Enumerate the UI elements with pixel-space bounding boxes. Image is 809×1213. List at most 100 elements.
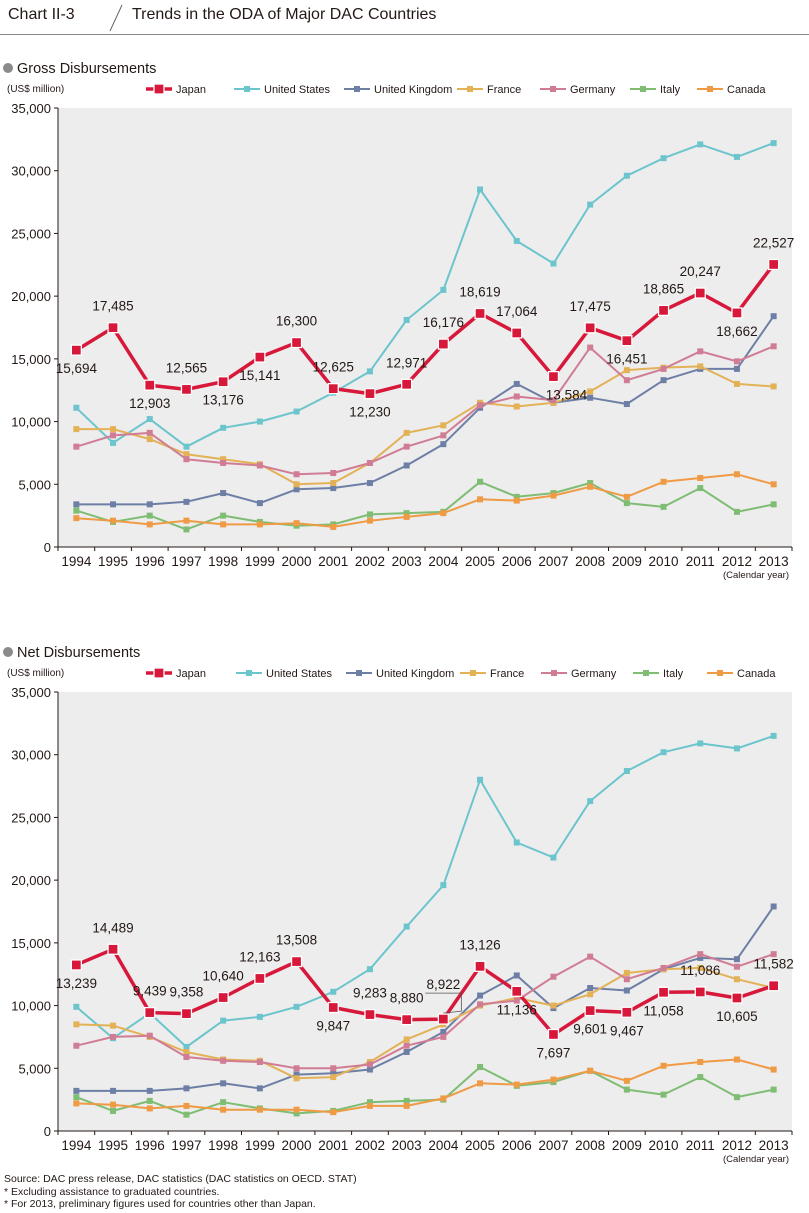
data-point-france	[146, 436, 153, 443]
y-tick-label: 15,000	[11, 936, 51, 951]
section-bullet-icon	[3, 647, 13, 657]
data-point-france	[550, 1002, 557, 1009]
x-tick-label: 1995	[98, 1138, 128, 1153]
data-point-italy	[220, 1099, 227, 1106]
data-point-france	[587, 388, 594, 395]
data-point-japan-core	[367, 391, 373, 397]
data-point-united-states	[660, 749, 667, 756]
data-point-united-states	[183, 443, 190, 450]
data-point-japan-core	[220, 379, 226, 385]
data-label-japan: 11,582	[754, 957, 794, 972]
series-japan	[70, 943, 780, 1041]
data-point-united-states	[146, 416, 153, 423]
data-point-france	[697, 363, 704, 370]
y-tick-label: 15,000	[11, 352, 51, 367]
data-point-germany	[183, 456, 190, 463]
data-point-canada	[293, 1106, 300, 1113]
legend-label: Italy	[660, 84, 681, 96]
data-point-japan-core	[73, 347, 79, 353]
data-point-united-kingdom	[587, 985, 594, 992]
data-point-canada	[366, 1102, 373, 1109]
data-point-united-states	[660, 155, 667, 162]
data-point-united-states	[697, 141, 704, 148]
y-tick-label: 35,000	[11, 685, 51, 700]
legend-item-canada: Canada	[707, 668, 776, 680]
data-point-italy	[623, 500, 630, 507]
data-point-italy	[403, 1097, 410, 1104]
data-point-japan-core	[697, 290, 703, 296]
data-point-united-states	[770, 140, 777, 147]
x-tick-label: 2013	[759, 554, 789, 569]
data-point-united-states	[403, 316, 410, 323]
data-point-germany	[403, 443, 410, 450]
data-point-canada	[146, 521, 153, 528]
data-label-japan: 12,163	[239, 949, 280, 964]
data-point-united-kingdom	[660, 377, 667, 384]
data-point-united-states	[733, 745, 740, 752]
data-point-canada	[440, 510, 447, 517]
data-point-canada	[770, 481, 777, 488]
x-tick-label: 1995	[98, 554, 128, 569]
data-point-united-states	[477, 776, 484, 783]
data-point-united-kingdom	[440, 441, 447, 448]
x-tick-label: 2000	[282, 1138, 312, 1153]
data-point-france	[220, 456, 227, 463]
data-point-germany	[513, 393, 520, 400]
data-point-italy	[293, 1110, 300, 1117]
data-point-germany	[770, 343, 777, 350]
data-label-japan: 18,865	[643, 281, 684, 296]
data-label-japan: 18,662	[716, 324, 757, 339]
legend-label: France	[487, 84, 521, 96]
data-point-united-states	[550, 854, 557, 861]
data-point-germany	[146, 429, 153, 436]
data-point-japan-core	[771, 261, 777, 267]
data-label-japan: 9,847	[316, 1018, 350, 1033]
plot-area	[58, 692, 792, 1131]
x-tick-label: 1996	[135, 1138, 165, 1153]
data-point-germany	[440, 1033, 447, 1040]
data-point-italy	[183, 1111, 190, 1118]
data-point-united-kingdom	[513, 380, 520, 387]
data-label-japan: 15,141	[239, 368, 280, 383]
data-label-japan: 7,697	[537, 1045, 571, 1060]
data-point-united-kingdom	[73, 1087, 80, 1094]
data-point-germany	[660, 365, 667, 372]
data-label-japan: 10,640	[203, 969, 244, 984]
data-point-united-kingdom	[770, 313, 777, 320]
data-point-united-kingdom	[477, 992, 484, 999]
data-point-united-kingdom	[256, 1085, 263, 1092]
data-label-japan: 8,922	[426, 977, 460, 992]
data-point-japan-core	[771, 983, 777, 989]
data-point-canada	[660, 1062, 667, 1069]
data-label-japan: 17,485	[92, 299, 133, 314]
y-tick-label: 20,000	[11, 873, 51, 888]
data-point-canada	[587, 1067, 594, 1074]
data-point-united-states	[256, 1013, 263, 1020]
legend-swatch-marker	[707, 86, 713, 92]
x-tick-label: 2007	[538, 554, 568, 569]
data-point-united-states	[330, 988, 337, 995]
data-label-japan: 10,605	[716, 1009, 757, 1024]
data-label-leader-line	[425, 992, 462, 1014]
legend-item-italy: Italy	[630, 84, 681, 96]
data-point-canada	[256, 1106, 263, 1113]
data-point-japan-core	[183, 1011, 189, 1017]
data-point-united-states	[293, 1003, 300, 1010]
plot-area	[58, 108, 792, 547]
y-tick-label: 0	[44, 1124, 51, 1139]
data-point-japan-core	[550, 1031, 556, 1037]
data-point-italy	[403, 510, 410, 517]
data-point-japan-core	[257, 975, 263, 981]
data-point-united-states	[73, 1003, 80, 1010]
gross-disbursements-chart: Gross Disbursements (US$ million) 0 5,000 10…	[3, 61, 794, 581]
data-point-france	[110, 426, 117, 433]
data-label-japan: 11,086	[680, 963, 720, 978]
data-point-germany	[403, 1042, 410, 1049]
data-point-canada	[293, 520, 300, 527]
data-point-japan-core	[294, 340, 300, 346]
data-point-united-states	[770, 732, 777, 739]
data-label-japan: 13,176	[203, 393, 244, 408]
x-tick-label: 1994	[61, 1138, 92, 1153]
data-point-france	[183, 451, 190, 458]
series-united-states	[73, 140, 777, 450]
